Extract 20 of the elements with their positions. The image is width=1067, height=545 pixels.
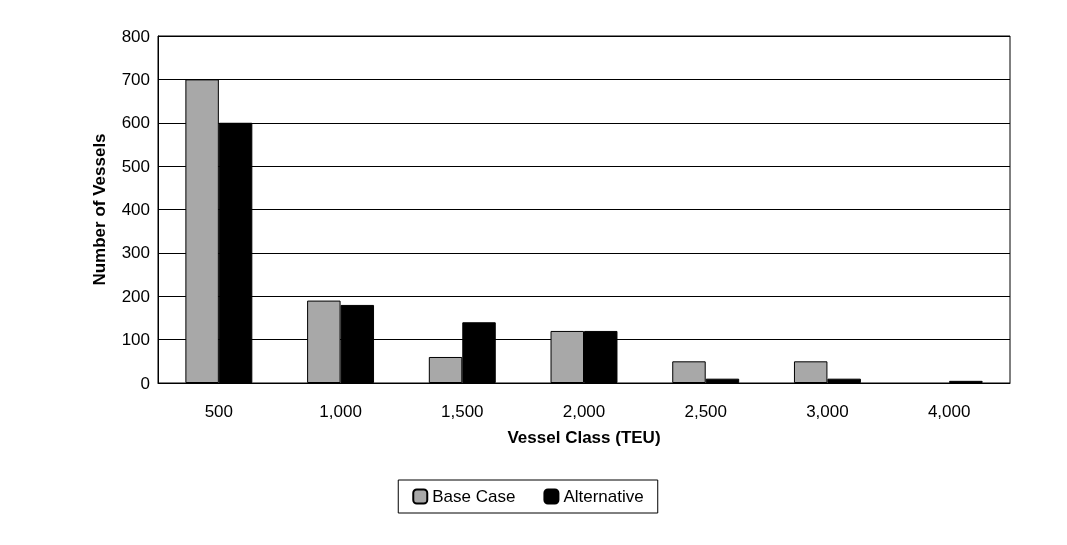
x-axis-title: Vessel Class (TEU) — [507, 428, 661, 447]
y-tick-label: 400 — [121, 200, 150, 219]
y-tick-label: 500 — [121, 156, 150, 176]
y-tick-label: 600 — [121, 113, 150, 133]
x-tick-label: 500 — [204, 402, 234, 421]
x-tick-label: 1,000 — [319, 402, 362, 421]
y-tick-label: 800 — [121, 26, 150, 46]
legend-label: Base Case — [432, 487, 516, 506]
y-tick-label: 700 — [121, 69, 150, 89]
y-tick-label: 0 — [140, 373, 150, 393]
y-tick-label: 300 — [121, 243, 150, 263]
y-tick-label: 200 — [121, 286, 150, 306]
x-tick-label: 2,500 — [684, 402, 727, 421]
x-tick-label: 2,000 — [562, 402, 606, 421]
x-tick-label: 3,000 — [806, 402, 849, 421]
y-tick-label: 100 — [121, 330, 150, 350]
y-axis-title: Number of Vessels — [90, 133, 109, 286]
x-tick-label: 4,000 — [927, 402, 971, 421]
legend-label: Alternative — [563, 487, 644, 506]
x-tick-label: 1,500 — [441, 402, 484, 421]
